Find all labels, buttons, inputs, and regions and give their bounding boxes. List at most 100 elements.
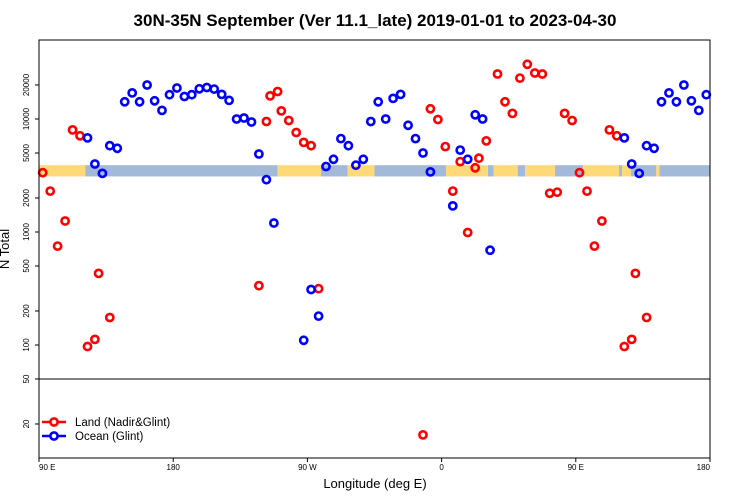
land-point <box>276 106 287 116</box>
land-point <box>544 188 555 199</box>
land-point <box>529 68 540 78</box>
land-point <box>45 186 56 196</box>
land-point <box>515 73 525 83</box>
band-land-segment <box>525 165 555 177</box>
land-point <box>574 167 585 178</box>
band-land-segment <box>446 165 488 177</box>
band-land-segment <box>622 165 631 177</box>
ocean-point <box>224 95 234 106</box>
ocean-point <box>470 109 481 120</box>
land-point <box>298 137 309 148</box>
data-points <box>37 59 712 440</box>
land-point <box>432 114 443 125</box>
band-ocean-segment <box>517 165 526 177</box>
x-tick-label: 0 <box>439 463 444 472</box>
y-tick-label: 2000 <box>22 189 31 207</box>
land-point <box>261 116 272 127</box>
land-point <box>470 162 481 173</box>
ocean-point <box>626 159 637 169</box>
land-point <box>291 127 302 138</box>
band-ocean-segment <box>85 165 278 177</box>
ocean-point <box>268 218 279 228</box>
ocean-point <box>216 89 227 100</box>
band-ocean-segment <box>320 165 348 177</box>
ocean-point <box>365 116 376 127</box>
y-tick-label: 200 <box>22 304 31 318</box>
y-tick-label: 100 <box>22 338 31 352</box>
ocean-point <box>641 140 652 151</box>
legend: Land (Nadir&Glint) Ocean (Glint) <box>42 417 170 443</box>
land-point <box>313 283 324 294</box>
land-point <box>67 124 78 135</box>
ocean-point <box>313 311 324 321</box>
ocean-point <box>373 96 384 107</box>
band-ocean-segment <box>659 165 710 177</box>
x-tick-label: 180 <box>167 463 181 472</box>
land-point <box>537 69 548 79</box>
land-point <box>492 69 503 79</box>
ocean-point <box>298 335 309 346</box>
legend-ocean-marker <box>49 431 59 441</box>
ocean-point <box>679 80 689 90</box>
land-point <box>604 124 615 135</box>
band-land-segment <box>347 165 375 177</box>
ocean-point <box>380 114 391 124</box>
land-point <box>626 334 637 345</box>
x-axis-label: Longitude (deg E) <box>323 476 426 491</box>
band-land-segment <box>656 165 660 177</box>
y-tick-label: 50 <box>22 374 31 383</box>
land-point <box>104 312 115 323</box>
legend-ocean-label: Ocean (Glint) <box>75 431 144 443</box>
y-tick-label: 20 <box>22 419 31 428</box>
land-point <box>90 334 100 345</box>
land-point <box>253 280 264 291</box>
ocean-point <box>119 96 130 107</box>
plot-frame <box>38 39 711 459</box>
ocean-point <box>171 83 182 93</box>
ocean-point <box>149 95 160 106</box>
land-point <box>440 141 451 152</box>
band-land-segment <box>39 165 86 177</box>
ocean-point <box>97 168 108 179</box>
ocean-point <box>201 82 212 93</box>
ocean-point <box>90 159 100 169</box>
ocean-point <box>485 245 495 256</box>
ocean-point <box>261 174 272 185</box>
legend-land-marker <box>49 417 59 427</box>
land-point <box>462 227 473 238</box>
ocean-point <box>186 89 197 100</box>
coverage-band <box>39 165 710 177</box>
x-tick-label: 180 <box>697 463 711 472</box>
ocean-point <box>82 132 93 143</box>
land-point <box>265 91 275 101</box>
land-point <box>552 187 563 198</box>
ocean-point <box>455 145 466 155</box>
ocean-point <box>246 117 257 127</box>
ocean-point <box>350 160 361 171</box>
ocean-point <box>701 89 712 100</box>
ocean-point <box>418 148 428 158</box>
ocean-point <box>209 84 220 94</box>
ocean-point <box>164 89 175 100</box>
ocean-point <box>239 113 249 123</box>
ocean-point <box>462 154 473 165</box>
land-point <box>641 312 652 323</box>
land-point <box>447 186 458 196</box>
ocean-point <box>619 132 630 143</box>
ocean-point <box>335 133 346 144</box>
land-point <box>582 186 592 196</box>
land-point <box>75 130 85 141</box>
ocean-point <box>671 96 682 107</box>
y-tick-label: 5000 <box>22 144 31 162</box>
land-point <box>559 108 570 119</box>
y-tick-label: 20000 <box>22 73 31 96</box>
land-point <box>425 103 436 114</box>
ocean-point <box>388 93 398 104</box>
land-point <box>507 108 518 119</box>
band-ocean-segment <box>630 165 657 177</box>
ocean-point <box>306 284 316 295</box>
band-ocean-segment <box>487 165 494 177</box>
land-point <box>473 153 484 164</box>
band-land-segment <box>277 165 321 177</box>
